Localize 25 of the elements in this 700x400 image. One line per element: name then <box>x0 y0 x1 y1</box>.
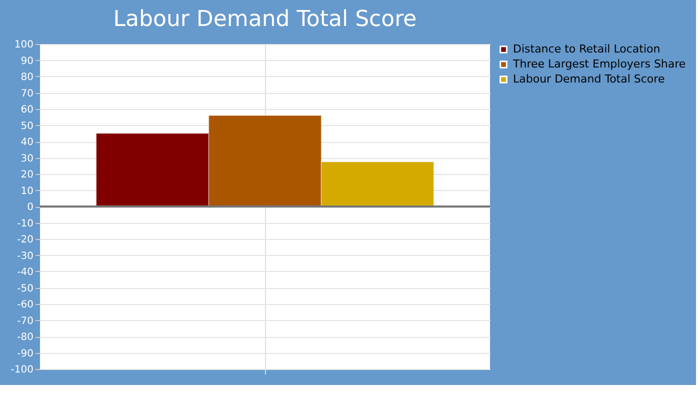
y-tick-label: 90 <box>20 56 34 67</box>
legend-label: Three Largest Employers Share <box>512 58 686 70</box>
y-tick-label: -80 <box>17 332 34 343</box>
y-tick-label: -100 <box>10 364 34 376</box>
legend-label: Labour Demand Total Score <box>513 72 665 86</box>
legend-label: Distance to Retail Location <box>513 42 660 56</box>
y-tick-label: 100 <box>14 40 34 50</box>
y-tick-label: -40 <box>17 267 34 278</box>
y-tick-label: -90 <box>17 348 34 360</box>
y-tick-label: 0 <box>27 202 34 213</box>
y-tick-label: -50 <box>17 283 34 294</box>
y-tick-label: 40 <box>20 137 34 148</box>
y-tick-label: -70 <box>17 316 34 327</box>
y-tick-label: -60 <box>17 300 34 310</box>
y-tick-label: -30 <box>17 250 34 262</box>
y-tick-label: 60 <box>20 104 34 116</box>
y-tick-label: 50 <box>20 120 34 132</box>
y-tick-label: 10 <box>20 186 34 197</box>
y-tick-label: 20 <box>20 170 34 180</box>
y-tick-label: 80 <box>20 72 34 83</box>
y-tick-label: -10 <box>17 218 34 230</box>
chart-title: Labour Demand Total Score <box>113 7 417 32</box>
y-tick-label: -20 <box>17 234 34 246</box>
y-tick-label: 70 <box>20 88 34 100</box>
y-tick-label: 30 <box>20 153 34 164</box>
